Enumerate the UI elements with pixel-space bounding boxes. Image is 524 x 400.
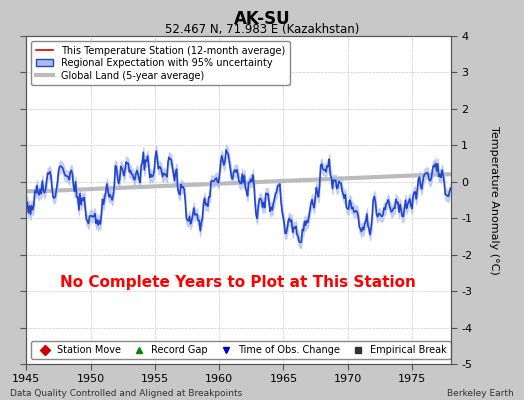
Y-axis label: Temperature Anomaly (°C): Temperature Anomaly (°C) <box>489 126 499 274</box>
Text: Data Quality Controlled and Aligned at Breakpoints: Data Quality Controlled and Aligned at B… <box>10 389 243 398</box>
Text: AK-SU: AK-SU <box>234 10 290 28</box>
Legend: Station Move, Record Gap, Time of Obs. Change, Empirical Break: Station Move, Record Gap, Time of Obs. C… <box>31 341 451 359</box>
Text: 52.467 N, 71.983 E (Kazakhstan): 52.467 N, 71.983 E (Kazakhstan) <box>165 23 359 36</box>
Text: Berkeley Earth: Berkeley Earth <box>447 389 514 398</box>
Text: No Complete Years to Plot at This Station: No Complete Years to Plot at This Statio… <box>60 274 417 290</box>
